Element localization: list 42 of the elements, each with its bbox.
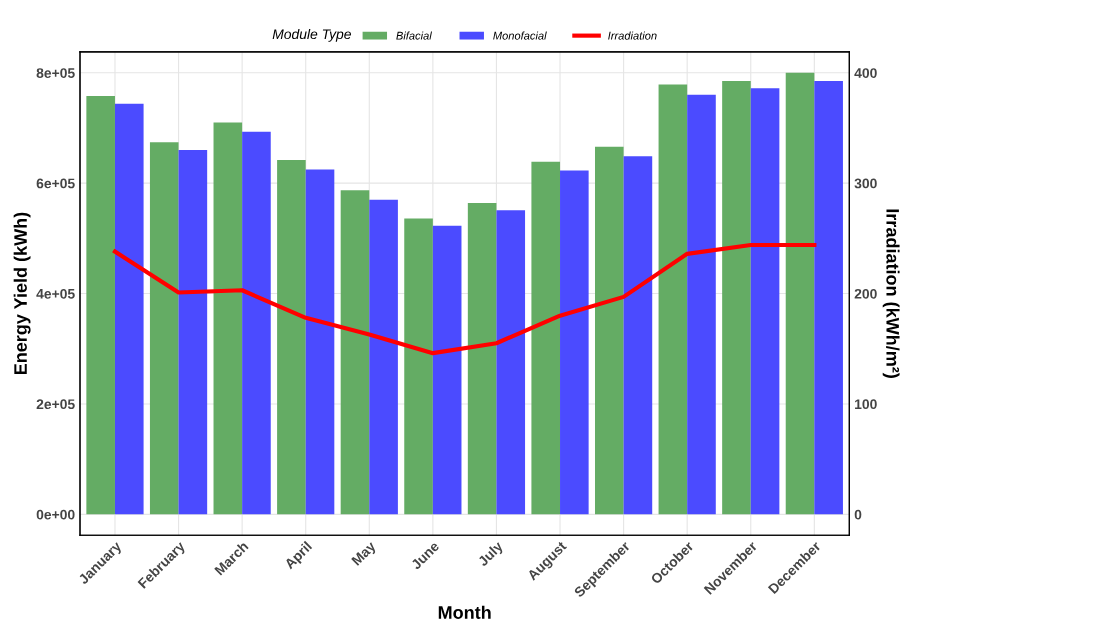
bar [560,170,589,515]
y-tick-label: 8e+05 [36,68,75,78]
bar [149,142,179,515]
x-axis-title: Month [438,605,491,619]
y2-axis-title: Irradiation (kWh/m²) [882,209,900,378]
bar [242,131,271,515]
bar [623,156,653,515]
bar [531,161,561,515]
legend-label: Bifacial [396,31,432,40]
bar [496,210,526,515]
legend-label: Irradiation [608,31,657,40]
bar [722,81,751,515]
bar [369,199,398,515]
legend-title: Module Type [272,28,351,42]
y-axis-title: Energy Yield (kWh) [13,212,31,375]
bar [213,122,243,515]
y-tick-label: 6e+05 [36,178,75,189]
y2-tick-label: 200 [854,288,877,299]
bar [86,95,115,515]
bar [658,84,688,515]
bar [340,190,370,515]
y-tick-label: 4e+05 [36,288,75,299]
y2-tick-label: 100 [855,399,877,410]
y-tick-label: 0e+00 [36,509,75,520]
y2-tick-label: 0 [854,509,862,520]
bar [467,203,497,515]
bar [114,103,144,515]
bar [814,81,843,515]
bar [687,94,716,515]
bar [432,225,462,515]
bar [750,88,780,515]
line-series [112,242,817,356]
legend-label: Monofacial [493,31,547,40]
bar [178,150,208,515]
bar [594,146,624,515]
bar [785,72,815,515]
y2-tick-label: 400 [854,68,877,78]
y2-tick-label: 300 [854,178,877,189]
bar [277,160,306,515]
bar [305,169,335,515]
y-tick-label: 2e+05 [36,399,75,410]
bar [404,218,433,515]
